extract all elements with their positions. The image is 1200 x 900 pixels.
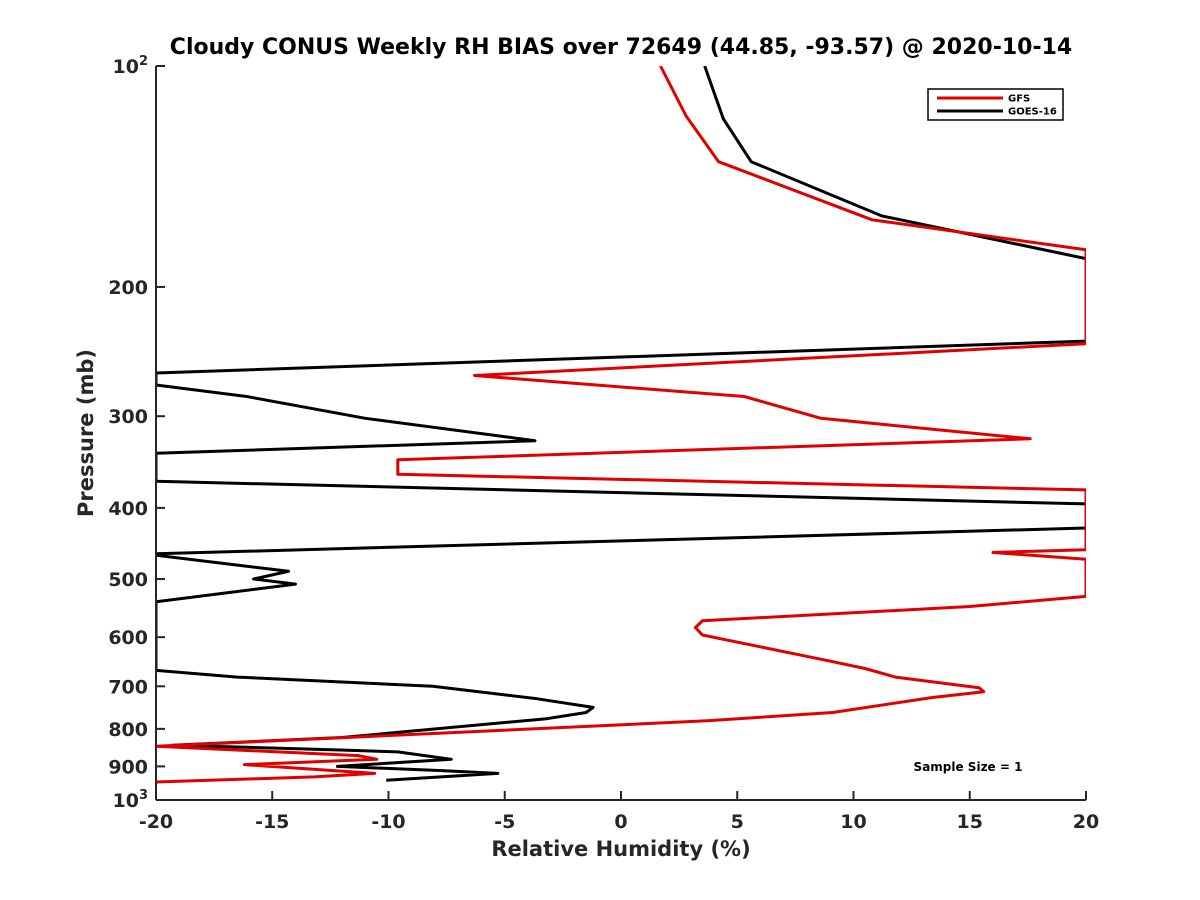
x-tick-label: -10	[371, 811, 405, 833]
legend: GFS GOES-16	[927, 88, 1064, 121]
x-axis-label: Relative Humidity (%)	[491, 837, 750, 861]
y-tick-label: 500	[108, 569, 148, 591]
x-tick-label: 0	[614, 811, 627, 833]
x-tick-label: -5	[494, 811, 515, 833]
x-tick-label: -15	[255, 811, 289, 833]
legend-label: GFS	[1008, 94, 1030, 105]
x-tick-label: -20	[139, 811, 173, 833]
y-tick-label: 200	[108, 277, 148, 299]
y-axis-label: Pressure (mb)	[74, 349, 98, 517]
x-tick-label: 5	[731, 811, 744, 833]
y-tick-label: 400	[108, 498, 148, 520]
legend-box	[927, 88, 1064, 121]
chart-title: Cloudy CONUS Weekly RH BIAS over 72649 (…	[170, 35, 1072, 60]
y-tick-label: 800	[108, 719, 148, 741]
x-tick-label: 10	[840, 811, 866, 833]
y-tick-label: 102	[113, 54, 149, 78]
plot-area: -20 -15 -10 -5 0 5 10 15 20 102 200 300 400 500 600 700…	[108, 54, 1099, 833]
y-tick-label: 300	[108, 406, 148, 428]
x-tick-label: 20	[1073, 811, 1099, 833]
y-tick-label: 700	[108, 676, 148, 698]
series-line-goes-16	[156, 66, 1086, 782]
y-tick-label: 103	[113, 788, 149, 812]
sample-size-annotation: Sample Size = 1	[914, 760, 1023, 774]
legend-label: GOES-16	[1008, 107, 1057, 118]
y-tick-label: 900	[108, 756, 148, 778]
y-tick-label: 600	[108, 627, 148, 649]
series-line-gfs	[156, 66, 1086, 784]
x-tick-label: 15	[957, 811, 983, 833]
